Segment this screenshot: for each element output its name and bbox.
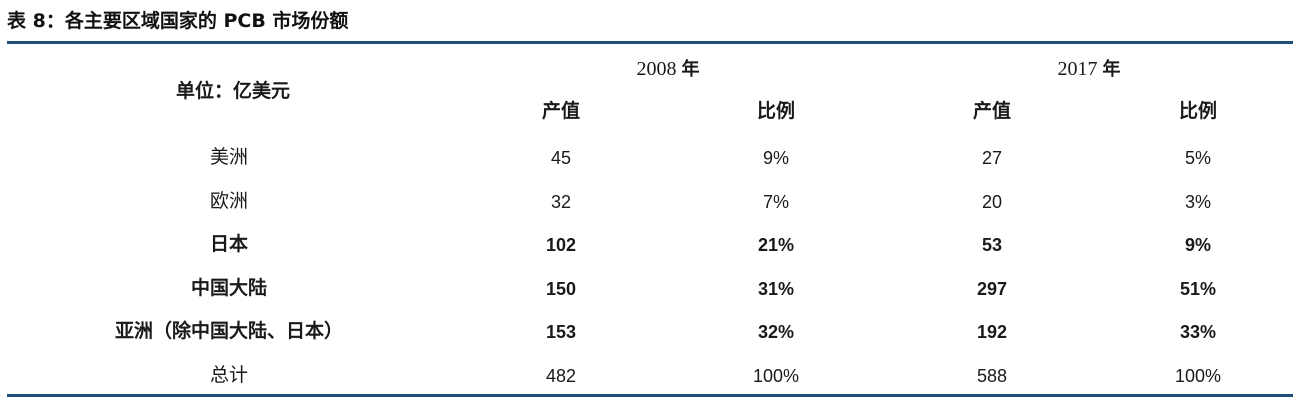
row-region-label: 欧洲 — [209, 190, 249, 212]
table-cell: 100% — [752, 366, 800, 386]
year-suffix: 年 — [681, 59, 700, 80]
subheader-ratio-2017: 比例 — [1178, 100, 1218, 122]
row-region-label: 日本 — [209, 233, 249, 255]
table-cell: 297 — [976, 279, 1008, 299]
table-cell: 7% — [762, 192, 790, 212]
unit-label: 单位：亿美元 — [175, 80, 291, 102]
top-rule — [7, 41, 1293, 44]
row-region-label: 中国大陆 — [190, 277, 268, 299]
table-cell: 21% — [757, 235, 795, 255]
subheader-output-2017: 产值 — [972, 100, 1012, 122]
table-cell: 153 — [545, 322, 577, 342]
table-cell: 9% — [762, 148, 790, 168]
table-title: 表 8：各主要区域国家的 PCB 市场份额 — [7, 10, 349, 32]
table-cell: 150 — [545, 279, 577, 299]
year-value: 2017 — [1057, 58, 1098, 80]
row-region-label: 亚洲（除中国大陆、日本） — [114, 320, 344, 342]
year-value: 2008 — [636, 58, 677, 80]
year-header-2008: 2008 年 — [637, 58, 700, 81]
subheader-output-2008: 产值 — [541, 100, 581, 122]
table-cell: 31% — [757, 279, 795, 299]
table-cell: 100% — [1174, 366, 1222, 386]
year-header-2017: 2017 年 — [1058, 58, 1121, 81]
table-cell: 32 — [550, 192, 572, 212]
table-cell: 53 — [981, 235, 1003, 255]
row-region-label: 美洲 — [209, 146, 249, 168]
table-cell: 588 — [976, 366, 1008, 386]
table-cell: 5% — [1184, 148, 1212, 168]
year-suffix: 年 — [1102, 59, 1121, 80]
table-cell: 33% — [1179, 322, 1217, 342]
table-cell: 27 — [981, 148, 1003, 168]
table-cell: 51% — [1179, 279, 1217, 299]
row-region-label: 总计 — [209, 364, 249, 386]
table-cell: 102 — [545, 235, 577, 255]
table-cell: 32% — [757, 322, 795, 342]
table-cell: 45 — [550, 148, 572, 168]
table-cell: 482 — [545, 366, 577, 386]
table-cell: 9% — [1184, 235, 1212, 255]
table-cell: 3% — [1184, 192, 1212, 212]
table-cell: 192 — [976, 322, 1008, 342]
table-cell: 20 — [981, 192, 1003, 212]
bottom-rule — [7, 394, 1293, 397]
subheader-ratio-2008: 比例 — [756, 100, 796, 122]
